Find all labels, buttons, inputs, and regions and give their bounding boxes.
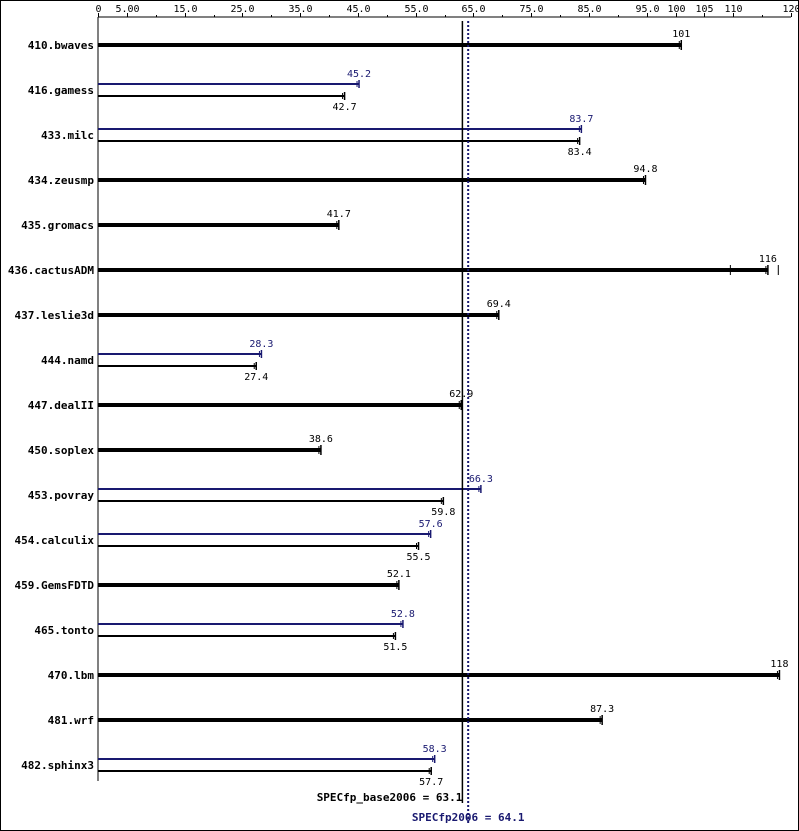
benchmark-label: 416.gamess	[28, 84, 94, 97]
benchmark-label: 434.zeusmp	[28, 174, 95, 187]
peak-value-label: 45.2	[347, 69, 371, 80]
x-tick-label: 45.0	[346, 4, 370, 15]
benchmark-label: 465.tonto	[34, 624, 94, 637]
benchmark-row: 444.namd 28.3 27.4	[41, 339, 273, 383]
benchmark-row: 416.gamess 45.2 42.7	[28, 69, 371, 113]
x-tick-label: 65.0	[461, 4, 485, 15]
benchmark-row: 436.cactusADM 116	[8, 254, 777, 277]
x-tick-label: 105	[695, 4, 713, 15]
benchmark-row: 454.calculix 57.6 55.5	[15, 519, 443, 563]
x-tick-label: 55.0	[404, 4, 428, 15]
benchmark-label: 433.milc	[41, 129, 94, 142]
base-value-label: 55.5	[406, 552, 430, 563]
base-value-label: 52.1	[387, 569, 411, 580]
x-tick-label: 100	[667, 4, 685, 15]
x-axis: 0 5.00 15.0 25.0 35.0 45.0 55.0 65.0 75.0 85.0 95.…	[95, 4, 798, 781]
base-value-label: 59.8	[431, 507, 455, 518]
benchmark-label: 444.namd	[41, 354, 94, 367]
benchmark-row: 470.lbm 118	[48, 659, 789, 682]
base-value-label: 118	[770, 659, 788, 670]
benchmark-row: 410.bwaves 101	[28, 29, 691, 52]
x-tick-label: 120	[782, 4, 798, 15]
peak-value-label: 83.7	[569, 114, 593, 125]
benchmark-label: 453.povray	[28, 489, 95, 502]
peak-value-label: 57.6	[419, 519, 443, 530]
benchmark-label: 436.cactusADM	[8, 264, 94, 277]
base-reference-label: SPECfp_base2006 = 63.1	[317, 791, 463, 804]
base-value-label: 101	[672, 29, 690, 40]
benchmark-label: 459.GemsFDTD	[15, 579, 95, 592]
benchmark-label: 481.wrf	[48, 714, 94, 727]
benchmark-row: 481.wrf 87.3	[48, 704, 615, 727]
peak-value-label: 52.8	[391, 609, 415, 620]
benchmark-row: 465.tonto 52.8 51.5	[34, 609, 415, 653]
base-value-label: 94.8	[633, 164, 657, 175]
base-value-label: 27.4	[244, 372, 268, 383]
benchmark-row: 437.leslie3d 69.4	[15, 299, 511, 322]
benchmark-label: 410.bwaves	[28, 39, 94, 52]
base-value-label: 116	[759, 254, 777, 265]
base-value-label: 41.7	[327, 209, 351, 220]
benchmark-row: 447.dealII 62.9	[28, 389, 474, 412]
benchmark-label: 482.sphinx3	[21, 759, 94, 772]
x-tick-label: 95.0	[635, 4, 659, 15]
peak-value-label: 58.3	[423, 744, 447, 755]
benchmark-row: 435.gromacs 41.7	[21, 209, 351, 232]
base-value-label: 62.9	[449, 389, 473, 400]
reference-lines: SPECfp_base2006 = 63.1 SPECfp2006 = 64.1	[317, 21, 525, 824]
x-tick-label: 75.0	[519, 4, 543, 15]
benchmark-row: 450.soplex 38.6	[28, 434, 333, 457]
base-value-label: 69.4	[487, 299, 511, 310]
x-tick-label: 85.0	[577, 4, 601, 15]
benchmark-label: 435.gromacs	[21, 219, 94, 232]
base-value-label: 38.6	[309, 434, 333, 445]
x-tick-label: 0	[95, 4, 101, 15]
base-value-label: 87.3	[590, 704, 614, 715]
base-value-label: 42.7	[333, 102, 357, 113]
base-value-label: 57.7	[419, 777, 443, 788]
x-tick-label: 35.0	[288, 4, 312, 15]
benchmark-row: 459.GemsFDTD 52.1	[15, 569, 411, 592]
benchmark-label: 470.lbm	[48, 669, 95, 682]
base-value-label: 51.5	[383, 642, 407, 653]
benchmark-label: 454.calculix	[15, 534, 95, 547]
benchmark-label: 437.leslie3d	[15, 309, 94, 322]
benchmark-row: 433.milc 83.7 83.4	[41, 114, 593, 158]
peak-reference-label: SPECfp2006 = 64.1	[412, 811, 525, 824]
x-tick-label: 5.00	[115, 4, 139, 15]
benchmark-row: 453.povray 66.3 59.8	[28, 474, 493, 518]
peak-value-label: 28.3	[249, 339, 273, 350]
base-value-label: 83.4	[568, 147, 592, 158]
x-tick-label: 15.0	[173, 4, 197, 15]
x-tick-label: 25.0	[230, 4, 254, 15]
benchmark-label: 447.dealII	[28, 399, 94, 412]
benchmark-row: 482.sphinx3 58.3 57.7	[21, 744, 447, 788]
bars: 410.bwaves 101 416.gamess 45.2 42.7 433.milc 8…	[8, 29, 789, 788]
benchmark-label: 450.soplex	[28, 444, 95, 457]
x-tick-label: 110	[724, 4, 742, 15]
peak-value-label: 66.3	[469, 474, 493, 485]
benchmark-row: 434.zeusmp 94.8	[28, 164, 658, 187]
